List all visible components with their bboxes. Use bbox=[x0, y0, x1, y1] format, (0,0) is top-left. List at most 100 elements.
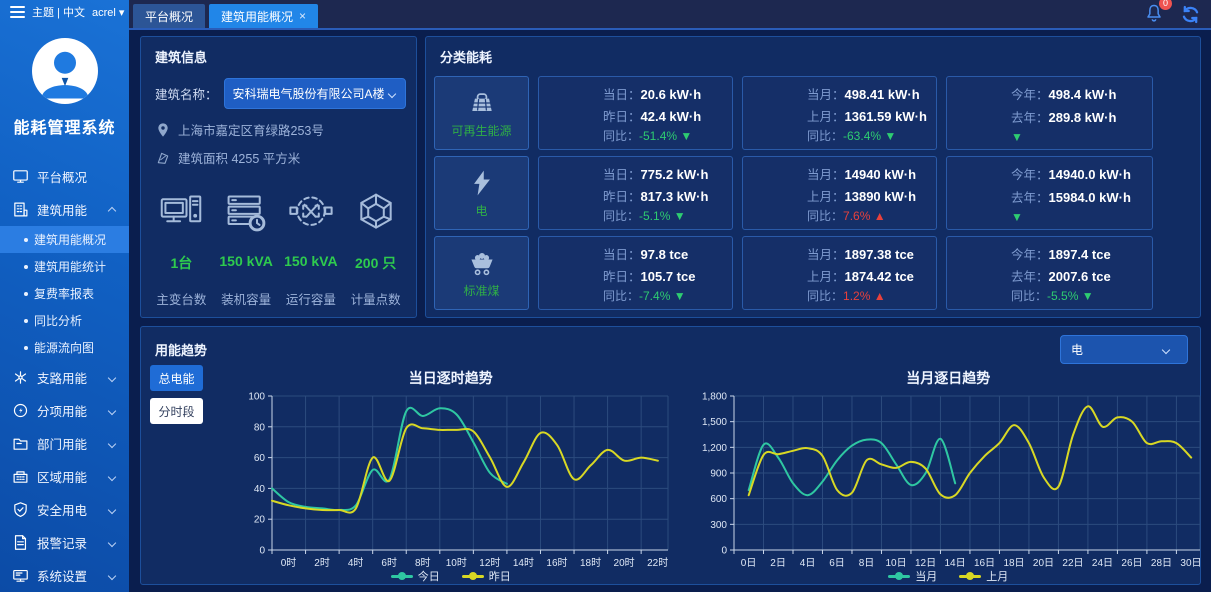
energy-card-month: 当月：1897.38 tce 上月：1874.42 tce 同比：1.2% ▲ bbox=[742, 236, 937, 310]
sidebar-item-region-energy[interactable]: 区域用能 bbox=[0, 460, 129, 493]
time-period-button[interactable]: 分时段 bbox=[150, 398, 203, 424]
sidebar-item-system-settings[interactable]: 系统设置 bbox=[0, 559, 129, 592]
svg-text:0时: 0时 bbox=[280, 557, 296, 569]
stat-value: 150 kVA bbox=[219, 253, 273, 269]
sidebar-item-building-energy[interactable]: 建筑用能 bbox=[0, 193, 129, 226]
sidebar-item-branch-energy[interactable]: 支路用能 bbox=[0, 361, 129, 394]
solar-bag-icon bbox=[471, 92, 492, 111]
sidebar-subitem-building-statistics[interactable]: 建筑用能统计 bbox=[0, 253, 129, 280]
topbar: 平台概况 建筑用能概况 × 0 bbox=[129, 0, 1211, 30]
main-column: 平台概况 建筑用能概况 × 0 建筑信息 bbox=[129, 0, 1211, 592]
trend-down-icon: ▼ bbox=[1081, 289, 1094, 303]
theme-language-switch[interactable]: 主题 | 中文 bbox=[32, 7, 85, 19]
legend-item[interactable]: 今日 bbox=[390, 568, 440, 584]
svg-text:22时: 22时 bbox=[647, 557, 668, 569]
bolt-icon bbox=[473, 170, 490, 195]
building-name-label: 建筑名称： bbox=[155, 88, 218, 102]
close-tab-icon[interactable]: × bbox=[299, 9, 307, 23]
sidebar-item-subentry-energy[interactable]: 分项用能 bbox=[0, 394, 129, 427]
sidebar-item-department-energy[interactable]: 部门用能 bbox=[0, 427, 129, 460]
legend-item[interactable]: 当月 bbox=[888, 568, 937, 584]
document-icon bbox=[12, 534, 29, 551]
coal-cart-icon bbox=[470, 252, 493, 275]
dial-icon bbox=[12, 402, 29, 419]
svg-text:0: 0 bbox=[722, 546, 728, 557]
category-type-cell: 电 bbox=[434, 156, 529, 230]
legend-marker-icon bbox=[959, 572, 982, 580]
total-energy-button[interactable]: 总电能 bbox=[150, 365, 203, 391]
svg-text:12日: 12日 bbox=[915, 558, 936, 569]
computer-icon bbox=[149, 189, 214, 235]
building-energy-submenu: 建筑用能概况 建筑用能统计 复费率报表 同比分析 能源流向图 bbox=[0, 226, 129, 361]
svg-text:10日: 10日 bbox=[886, 558, 907, 569]
energy-card-year: 今年：14940.0 kW·h 去年：15984.0 kW·h ▼ bbox=[946, 156, 1153, 230]
sidebar: 主题 | 中文 acrel ▾ 能耗管理系统 平台概况 建筑用能 bbox=[0, 0, 129, 592]
stat-value: 1台 bbox=[170, 255, 193, 271]
shield-check-icon bbox=[12, 501, 29, 518]
legend-item[interactable]: 上月 bbox=[959, 568, 1008, 584]
tab-platform-overview[interactable]: 平台概况 bbox=[133, 4, 206, 28]
trend-down-icon: ▼ bbox=[1011, 210, 1023, 224]
svg-text:10时: 10时 bbox=[445, 557, 466, 569]
svg-text:1,500: 1,500 bbox=[702, 417, 727, 428]
svg-text:28日: 28日 bbox=[1151, 558, 1172, 569]
building-name-select[interactable]: 安科瑞电气股份有限公司A楼 bbox=[223, 78, 406, 109]
sidebar-item-platform-overview[interactable]: 平台概况 bbox=[0, 160, 129, 193]
monthly-daily-trend-chart: 当月逐日趋势 0 300 600 900 1,200 1,500 1,800 0日 2日 4日 6日… bbox=[702, 366, 1202, 584]
trend-down-icon: ▼ bbox=[673, 289, 686, 303]
category-type-cell: 标准煤 bbox=[434, 236, 529, 310]
tab-building-overview[interactable]: 建筑用能概况 × bbox=[209, 4, 319, 28]
category-row-renewable: 可再生能源 当日：20.6 kW·h 昨日：42.4 kW·h 同比：-51.4… bbox=[434, 76, 1188, 150]
notification-bell-icon[interactable]: 0 bbox=[1144, 0, 1172, 26]
sidebar-subitem-yoy-analysis[interactable]: 同比分析 bbox=[0, 307, 129, 334]
chevron-down-icon bbox=[107, 439, 117, 448]
svg-text:18时: 18时 bbox=[580, 557, 601, 569]
legend-marker-icon bbox=[888, 572, 911, 580]
sidebar-subitem-building-overview[interactable]: 建筑用能概况 bbox=[0, 226, 129, 253]
sidebar-item-alarm-records[interactable]: 报警记录 bbox=[0, 526, 129, 559]
chevron-down-icon bbox=[107, 571, 117, 580]
svg-text:20日: 20日 bbox=[1033, 558, 1054, 569]
svg-text:16日: 16日 bbox=[974, 558, 995, 569]
trend-down-icon: ▼ bbox=[673, 209, 686, 223]
chevron-down-icon bbox=[107, 472, 117, 481]
svg-text:6时: 6时 bbox=[381, 557, 397, 569]
sidebar-subitem-energy-flow[interactable]: 能源流向图 bbox=[0, 334, 129, 361]
svg-text:40: 40 bbox=[254, 484, 266, 495]
legend-label: 今日 bbox=[417, 571, 440, 583]
energy-trend-panel: 用能趋势 电 总电能 分时段 当日逐时趋势 0 20 40 60 80 100 0时 2时 4时… bbox=[140, 326, 1202, 585]
category-row-standard-coal: 标准煤 当日：97.8 tce 昨日：105.7 tce 同比：-7.4% ▼ … bbox=[434, 236, 1188, 310]
panel-title: 用能趋势 bbox=[155, 343, 208, 358]
stat-label: 运行容量 bbox=[285, 293, 336, 307]
trend-mode-buttons: 总电能 分时段 bbox=[150, 365, 203, 424]
sidebar-subitem-tariff-report[interactable]: 复费率报表 bbox=[0, 280, 129, 307]
svg-text:24日: 24日 bbox=[1092, 558, 1113, 569]
legend-label: 上月 bbox=[986, 571, 1009, 583]
user-menu[interactable]: acrel ▾ bbox=[91, 6, 125, 19]
energy-card-day: 当日：97.8 tce 昨日：105.7 tce 同比：-7.4% ▼ bbox=[538, 236, 733, 310]
svg-text:20: 20 bbox=[254, 515, 266, 526]
svg-text:14时: 14时 bbox=[513, 557, 534, 569]
trend-up-icon: ▲ bbox=[873, 289, 886, 303]
hamburger-menu-icon[interactable] bbox=[10, 6, 25, 18]
sidebar-menu: 平台概况 建筑用能 建筑用能概况 建筑用能统计 复费率报表 同比分析 能源流向图… bbox=[0, 160, 129, 592]
building-icon bbox=[12, 201, 29, 218]
svg-text:26日: 26日 bbox=[1122, 558, 1143, 569]
sidebar-item-electrical-safety[interactable]: 安全用电 bbox=[0, 493, 129, 526]
chevron-down-icon bbox=[107, 373, 117, 382]
energy-type-select[interactable]: 电 bbox=[1060, 335, 1188, 364]
energy-card-year: 今年：498.4 kW·h 去年：289.8 kW·h ▼ bbox=[946, 76, 1153, 150]
trend-up-icon: ▲ bbox=[873, 209, 886, 223]
legend-item[interactable]: 昨日 bbox=[461, 568, 511, 584]
refresh-icon[interactable] bbox=[1180, 4, 1201, 25]
legend-marker-icon bbox=[390, 572, 413, 580]
category-row-electricity: 电 当日：775.2 kW·h 昨日：817.3 kW·h 同比：-5.1% ▼… bbox=[434, 156, 1188, 230]
exchange-icon bbox=[279, 189, 344, 235]
svg-text:18日: 18日 bbox=[1004, 558, 1025, 569]
svg-text:22日: 22日 bbox=[1063, 558, 1084, 569]
area-icon bbox=[157, 152, 169, 164]
svg-text:14日: 14日 bbox=[945, 558, 966, 569]
trend-down-icon: ▼ bbox=[1011, 130, 1023, 144]
svg-text:20时: 20时 bbox=[613, 557, 634, 569]
